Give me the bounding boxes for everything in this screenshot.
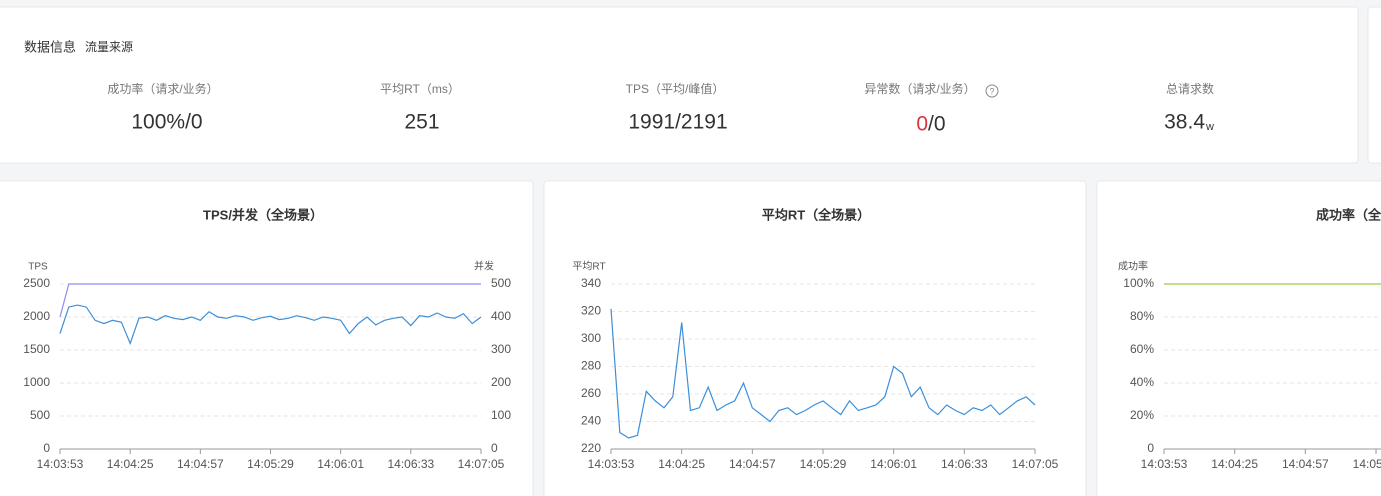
series-line [610, 308, 1036, 439]
y-tick-label: 60% [1130, 342, 1154, 356]
y2-tick-label: 100 [491, 408, 511, 422]
y-tick-label: 0 [43, 441, 50, 455]
y-tick-label: 20% [1130, 408, 1154, 422]
chart-title: 成功率（全场景） [1316, 207, 1381, 222]
x-tick-label: 14:04:57 [1282, 457, 1329, 471]
help-mark[interactable]: ? [989, 86, 994, 96]
metric-label: 成功率（请求/业务） [107, 81, 218, 96]
x-tick-label: 14:05:29 [1353, 457, 1381, 471]
x-tick-label: 14:07:05 [1012, 457, 1059, 471]
y-tick-label: 260 [581, 386, 601, 400]
metric-label: 总请求数 [1166, 81, 1214, 96]
y2-tick-label: 400 [491, 309, 511, 323]
x-tick-label: 14:03:53 [37, 457, 84, 471]
x-tick-label: 14:05:29 [800, 457, 847, 471]
metric-value: 100%/0 [131, 111, 202, 134]
y-tick-label: 240 [581, 414, 601, 428]
y-tick-label: 280 [581, 359, 601, 373]
metric-value: 38.4 [1164, 111, 1205, 134]
y-axis-title: TPS [28, 262, 48, 273]
y-tick-label: 40% [1130, 375, 1154, 389]
traffic-source-link[interactable]: 流量来源 [85, 40, 133, 54]
y-axis-title: 成功率 [1118, 260, 1148, 273]
x-tick-label: 14:06:01 [870, 457, 917, 471]
x-tick-label: 14:07:05 [458, 457, 505, 471]
chart-card [1096, 180, 1381, 496]
metric-label: 异常数（请求/业务） [864, 81, 975, 96]
chart-title: 平均RT（全场景） [762, 207, 870, 222]
y-tick-label: 220 [581, 441, 601, 455]
metric-value: 251 [404, 111, 439, 134]
series-line [59, 304, 482, 346]
y2-tick-label: 300 [491, 342, 511, 356]
y-tick-label: 2000 [23, 309, 50, 323]
x-tick-label: 14:04:25 [107, 457, 154, 471]
metric-label: TPS（平均/峰值） [626, 81, 725, 96]
side-card [1367, 6, 1381, 164]
y-tick-label: 100% [1123, 276, 1154, 290]
x-tick-label: 14:06:01 [317, 457, 364, 471]
metric-value: /0 [928, 113, 946, 136]
y2-tick-label: 200 [491, 375, 511, 389]
info-card [0, 6, 1359, 164]
help-icon[interactable] [985, 84, 999, 98]
section-title: 数据信息 [24, 39, 76, 54]
chart-card [0, 180, 534, 496]
metric-label: 平均RT（ms） [380, 82, 460, 96]
y2-tick-label: 500 [491, 276, 511, 290]
metric-unit: w [1205, 121, 1214, 133]
y-tick-label: 1500 [23, 342, 50, 356]
y-tick-label: 80% [1130, 309, 1154, 323]
x-tick-label: 14:03:53 [1141, 457, 1188, 471]
y-tick-label: 1000 [23, 375, 50, 389]
metric-value: 1991/2191 [628, 111, 727, 134]
metric-error-value: 0 [916, 113, 928, 136]
x-tick-label: 14:04:25 [658, 457, 705, 471]
y2-tick-label: 0 [491, 441, 498, 455]
x-tick-label: 14:03:53 [588, 457, 635, 471]
x-tick-label: 14:04:57 [177, 457, 224, 471]
series-line [59, 283, 481, 318]
y-axis-title: 平均RT [572, 261, 605, 273]
x-tick-label: 14:05:29 [247, 457, 294, 471]
y-tick-label: 500 [30, 408, 50, 422]
x-tick-label: 14:06:33 [941, 457, 988, 471]
y-tick-label: 300 [581, 331, 601, 345]
y-tick-label: 340 [581, 276, 601, 290]
chart-title: TPS/并发（全场景） [203, 207, 323, 222]
y2-axis-title: 并发 [474, 260, 494, 273]
y-tick-label: 320 [581, 304, 601, 318]
y-tick-label: 2500 [23, 276, 50, 290]
y-tick-label: 0 [1147, 441, 1154, 455]
x-tick-label: 14:04:57 [729, 457, 776, 471]
x-tick-label: 14:04:25 [1211, 457, 1258, 471]
x-tick-label: 14:06:33 [387, 457, 434, 471]
